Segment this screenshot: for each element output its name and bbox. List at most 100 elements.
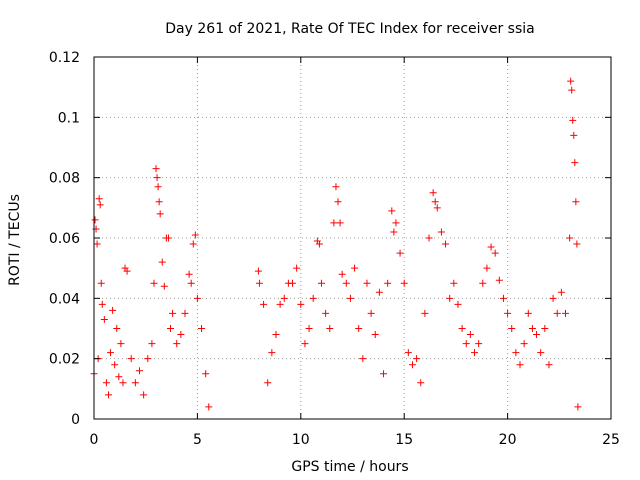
data-point bbox=[572, 198, 580, 206]
data-point bbox=[169, 309, 177, 317]
data-point bbox=[97, 279, 105, 287]
data-point bbox=[332, 183, 340, 191]
data-point bbox=[557, 288, 565, 296]
data-point bbox=[450, 279, 458, 287]
data-point bbox=[425, 234, 433, 242]
data-point bbox=[404, 349, 412, 357]
data-point bbox=[326, 325, 334, 332]
data-point bbox=[567, 77, 575, 85]
y-tick-label: 0.1 bbox=[58, 110, 80, 126]
data-point bbox=[193, 294, 201, 302]
data-point bbox=[189, 240, 197, 248]
data-point bbox=[516, 361, 524, 369]
y-tick-label: 0.04 bbox=[49, 291, 80, 307]
y-tick-label: 0 bbox=[71, 412, 80, 428]
data-point bbox=[111, 361, 119, 369]
data-point bbox=[167, 325, 175, 332]
data-points bbox=[90, 77, 582, 411]
data-point bbox=[355, 325, 363, 332]
data-point bbox=[264, 379, 272, 387]
grid bbox=[94, 57, 611, 419]
data-point bbox=[408, 361, 416, 369]
data-point bbox=[297, 300, 305, 308]
data-point bbox=[177, 331, 185, 339]
x-axis-label: GPS time / hours bbox=[291, 459, 408, 475]
data-point bbox=[483, 264, 491, 272]
data-point bbox=[330, 219, 338, 227]
data-point bbox=[191, 231, 199, 239]
data-point bbox=[570, 131, 578, 139]
data-point bbox=[479, 279, 487, 287]
data-point bbox=[156, 210, 164, 218]
data-point bbox=[140, 391, 148, 399]
data-point bbox=[562, 309, 570, 317]
data-point bbox=[123, 267, 131, 275]
data-point bbox=[471, 349, 479, 357]
data-point bbox=[91, 216, 99, 224]
data-point bbox=[317, 279, 325, 287]
data-point bbox=[541, 325, 549, 332]
data-point bbox=[155, 198, 163, 206]
data-point bbox=[384, 279, 392, 287]
data-point bbox=[131, 379, 139, 387]
data-point bbox=[158, 258, 166, 266]
data-point bbox=[421, 309, 429, 317]
data-point bbox=[104, 391, 112, 399]
data-point bbox=[568, 86, 576, 94]
data-point bbox=[475, 340, 483, 348]
data-point bbox=[198, 325, 206, 332]
data-point bbox=[96, 201, 104, 209]
data-point bbox=[537, 349, 545, 357]
y-tick-label: 0.12 bbox=[49, 50, 80, 66]
data-point bbox=[135, 367, 143, 375]
data-point bbox=[566, 234, 574, 242]
data-point bbox=[338, 270, 346, 278]
data-point bbox=[154, 183, 162, 191]
data-point bbox=[336, 219, 344, 227]
data-point bbox=[102, 379, 110, 387]
data-point bbox=[363, 279, 371, 287]
data-point bbox=[334, 198, 342, 206]
data-point bbox=[431, 198, 439, 206]
data-point bbox=[113, 325, 121, 332]
data-point bbox=[499, 294, 507, 302]
data-point bbox=[202, 370, 210, 378]
x-tick-label: 15 bbox=[395, 432, 413, 448]
data-point bbox=[437, 228, 445, 236]
data-point bbox=[315, 240, 323, 248]
data-point bbox=[153, 174, 161, 182]
data-point bbox=[573, 240, 581, 248]
data-point bbox=[95, 195, 103, 203]
x-tick-label: 10 bbox=[292, 432, 310, 448]
data-point bbox=[109, 306, 117, 314]
data-point bbox=[144, 355, 152, 363]
data-point bbox=[466, 331, 474, 339]
data-point bbox=[545, 361, 553, 369]
data-point bbox=[268, 349, 276, 357]
data-point bbox=[495, 276, 503, 284]
data-point bbox=[392, 219, 400, 227]
data-point bbox=[150, 279, 158, 287]
data-point bbox=[512, 349, 520, 357]
data-point bbox=[185, 270, 193, 278]
data-point bbox=[98, 300, 106, 308]
data-point bbox=[520, 340, 528, 348]
data-point bbox=[289, 279, 297, 287]
data-point bbox=[117, 340, 125, 348]
data-point bbox=[280, 294, 288, 302]
data-point bbox=[388, 207, 396, 215]
data-point bbox=[107, 349, 115, 357]
data-point bbox=[454, 300, 462, 308]
data-point bbox=[254, 267, 262, 275]
data-point bbox=[173, 340, 181, 348]
data-point bbox=[100, 315, 108, 323]
data-point bbox=[367, 309, 375, 317]
data-point bbox=[148, 340, 156, 348]
data-point bbox=[119, 379, 127, 387]
data-point bbox=[442, 240, 450, 248]
data-point bbox=[380, 370, 388, 378]
data-point bbox=[574, 403, 582, 411]
data-point bbox=[187, 279, 195, 287]
data-point bbox=[549, 294, 557, 302]
data-point bbox=[429, 189, 437, 197]
